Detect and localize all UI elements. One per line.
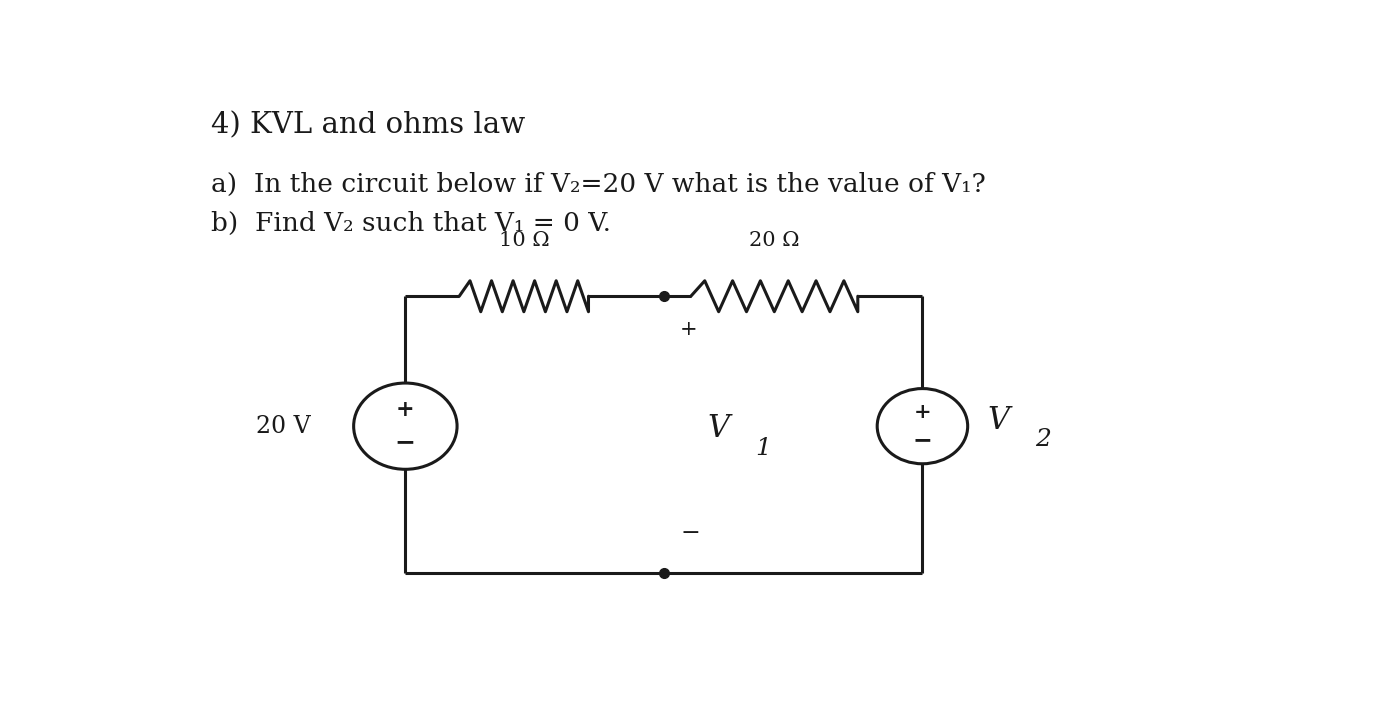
Text: +: + bbox=[396, 398, 414, 421]
Text: −: − bbox=[395, 431, 416, 454]
Text: +: + bbox=[913, 402, 931, 422]
Text: −: − bbox=[913, 429, 933, 452]
Text: 10 Ω: 10 Ω bbox=[499, 231, 549, 251]
Text: −: − bbox=[680, 523, 699, 546]
Text: b)  Find V₂ such that V₁ = 0 V.: b) Find V₂ such that V₁ = 0 V. bbox=[211, 210, 612, 236]
Text: +: + bbox=[680, 320, 698, 339]
Text: 20 Ω: 20 Ω bbox=[749, 231, 799, 251]
Text: 4) KVL and ohms law: 4) KVL and ohms law bbox=[211, 111, 525, 139]
Text: a)  In the circuit below if V₂=20 V what is the value of V₁?: a) In the circuit below if V₂=20 V what … bbox=[211, 172, 986, 197]
Text: V: V bbox=[987, 405, 1009, 436]
Text: 20 V: 20 V bbox=[256, 415, 310, 438]
Text: V: V bbox=[708, 414, 728, 444]
Text: 1: 1 bbox=[756, 437, 771, 460]
Text: 2: 2 bbox=[1036, 429, 1051, 452]
